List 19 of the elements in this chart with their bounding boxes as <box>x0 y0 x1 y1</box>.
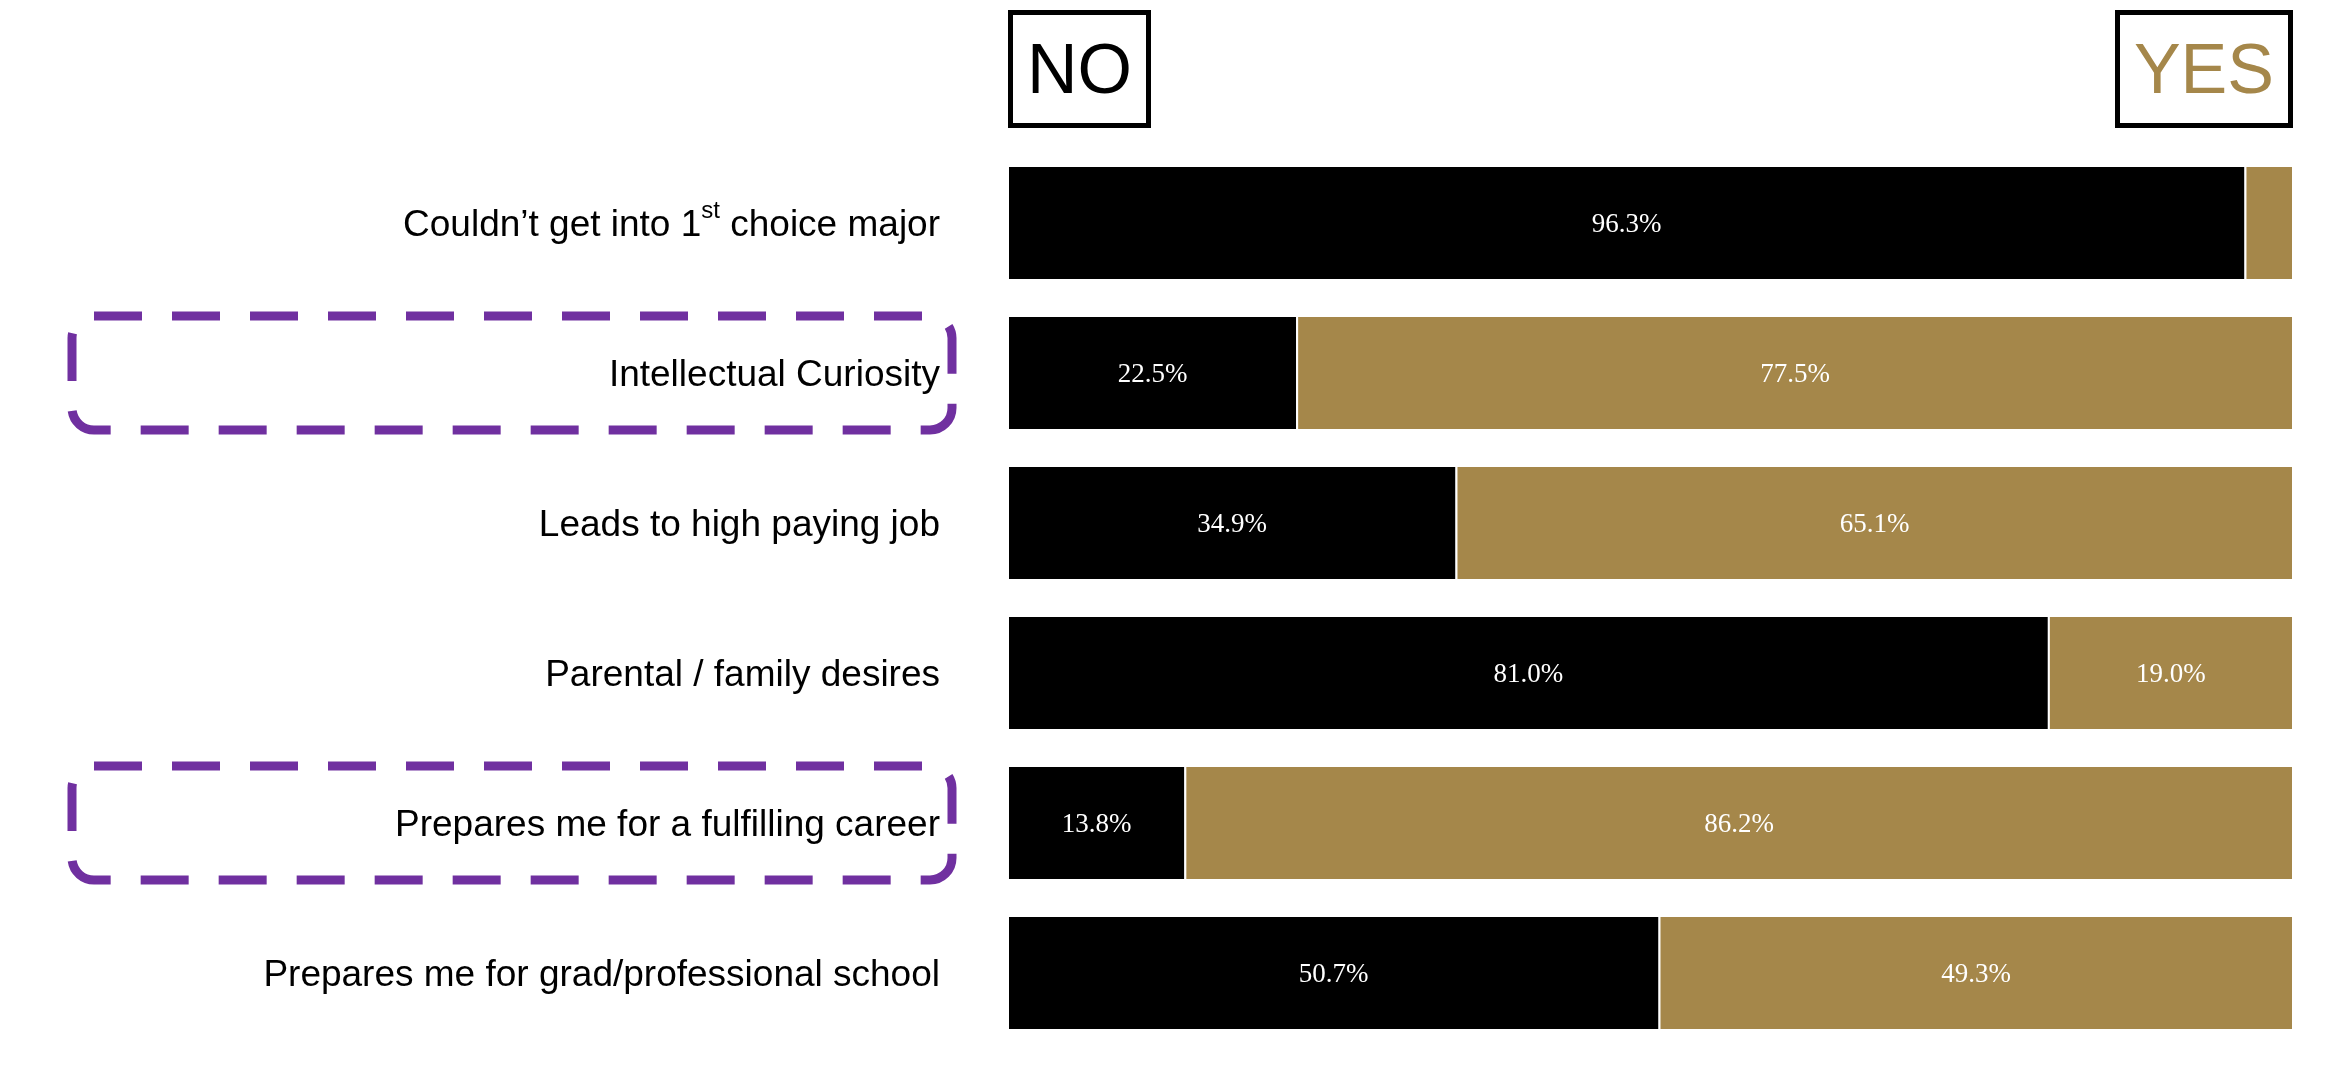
data-label: 77.5% <box>1760 358 1830 388</box>
y-tick-label: Parental / family desires <box>545 652 940 694</box>
y-tick-label: Couldn’t get into 1$^{st}$ choice major <box>403 196 940 244</box>
data-label: 22.5% <box>1117 358 1188 388</box>
data-label: 96.3% <box>1591 208 1662 238</box>
data-label: 13.8% <box>1061 808 1132 838</box>
data-label: 19.0% <box>2136 658 2206 688</box>
data-label: 50.7% <box>1298 958 1369 988</box>
y-tick-label: Prepares me for a fulfilling career <box>395 802 940 844</box>
series-label: YES <box>2114 10 2293 128</box>
y-tick-label: Leads to high paying job <box>538 502 940 544</box>
y-tick-label: Prepares me for grad/professional school <box>263 952 940 994</box>
y-tick-label: Intellectual Curiosity <box>608 352 941 394</box>
data-label: 34.9% <box>1197 508 1268 538</box>
data-label: 86.2% <box>1704 808 1775 838</box>
data-label: 49.3% <box>1941 958 2012 988</box>
data-label: 81.0% <box>1493 658 1564 688</box>
series-label: NO <box>1008 10 1151 128</box>
data-label: 65.1% <box>1839 508 1910 538</box>
